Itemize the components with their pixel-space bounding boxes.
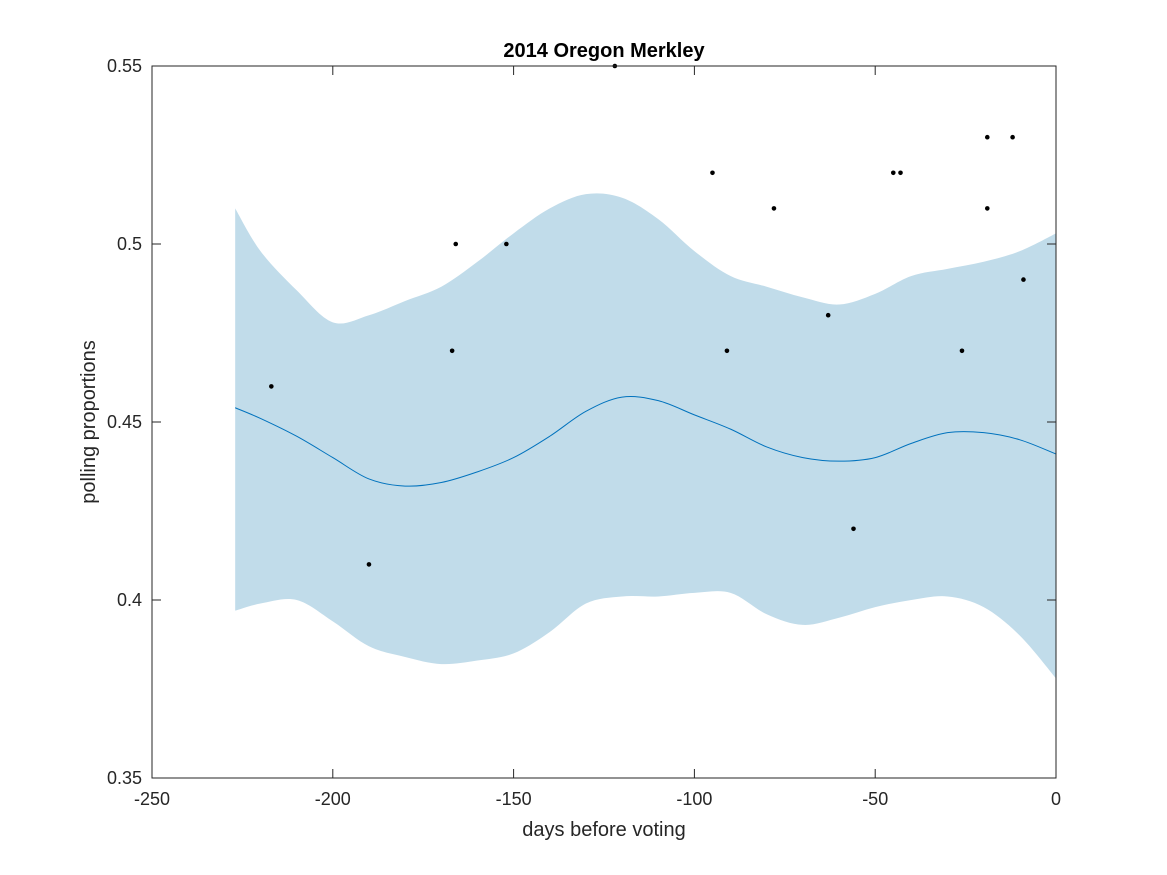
poll-point-14 xyxy=(984,134,990,140)
poll-point-3 xyxy=(453,241,459,247)
x-tick-label: -50 xyxy=(862,789,888,809)
poll-point-0 xyxy=(269,384,274,389)
y-axis-title: polling proportions xyxy=(78,340,100,503)
poll-point-7 xyxy=(724,348,730,354)
poll-point-15 xyxy=(984,206,990,211)
y-tick-label: 0.55 xyxy=(107,56,142,76)
poll-point-4 xyxy=(504,241,509,247)
x-tick-label: -250 xyxy=(134,789,170,809)
tick-layer: -250 -200 -150 -100 -50 0 0.35 0.4 0.45 0.5 0.55 xyxy=(107,56,1061,809)
x-tick-label: -100 xyxy=(676,789,712,809)
poll-point-13 xyxy=(959,348,965,354)
poll-point-2 xyxy=(449,348,455,354)
poll-points-layer xyxy=(269,63,1026,567)
x-tick-label: 0 xyxy=(1051,789,1061,809)
y-tick-label: 0.5 xyxy=(117,234,142,254)
y-tick-label: 0.35 xyxy=(107,768,142,788)
y-tick-label: 0.4 xyxy=(117,590,142,610)
x-tick-label: -200 xyxy=(315,789,351,809)
poll-point-17 xyxy=(1021,277,1026,282)
fit-line-layer xyxy=(234,395,1057,487)
poll-point-6 xyxy=(710,170,715,176)
poll-point-16 xyxy=(1010,134,1015,140)
poll-point-9 xyxy=(825,312,831,318)
chart-title: 2014 Oregon Merkley xyxy=(503,40,705,62)
poll-point-10 xyxy=(851,526,856,532)
fit-line xyxy=(234,395,1057,487)
poll-point-8 xyxy=(771,206,777,211)
poll-point-1 xyxy=(366,562,372,567)
x-tick-label: -150 xyxy=(496,789,532,809)
poll-point-12 xyxy=(898,170,903,176)
x-axis-title: days before voting xyxy=(522,819,685,841)
poll-point-11 xyxy=(890,170,896,176)
confidence-band xyxy=(235,193,1057,679)
confidence-band-layer xyxy=(235,193,1057,679)
y-tick-label: 0.45 xyxy=(107,412,142,432)
